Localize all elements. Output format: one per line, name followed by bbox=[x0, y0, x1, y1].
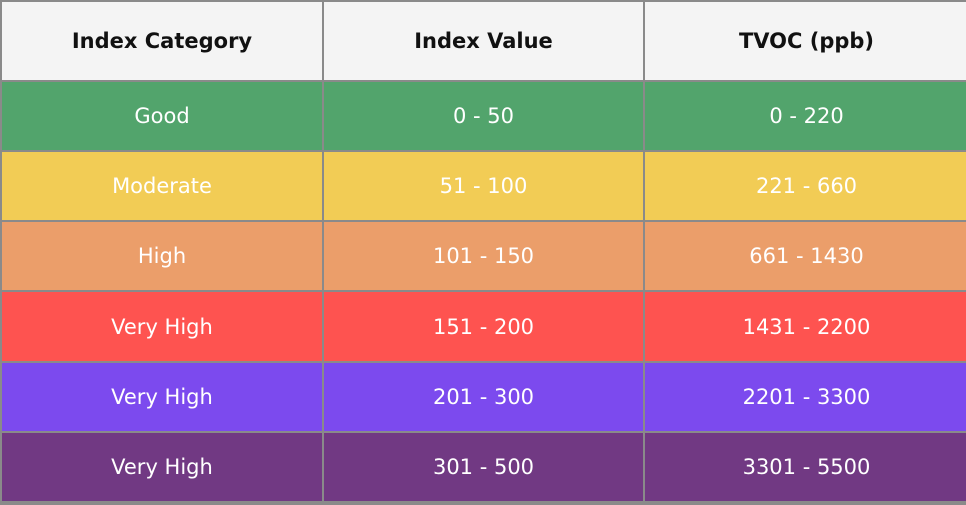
table-cell: 1431 - 2200 bbox=[645, 292, 966, 363]
table-cell: 201 - 300 bbox=[324, 362, 645, 433]
table-cell: 661 - 1430 bbox=[645, 222, 966, 293]
table-cell: 51 - 100 bbox=[324, 152, 645, 223]
table-cell: 151 - 200 bbox=[324, 292, 645, 363]
table-cell: High bbox=[2, 222, 324, 293]
table-cell: 2201 - 3300 bbox=[645, 362, 966, 433]
header-cell: Index Category bbox=[2, 2, 324, 82]
table-cell: Very High bbox=[2, 432, 324, 503]
table-cell: 101 - 150 bbox=[324, 222, 645, 293]
table-cell: 301 - 500 bbox=[324, 432, 645, 503]
table-cell: 0 - 50 bbox=[324, 82, 645, 153]
table-cell: Moderate bbox=[2, 152, 324, 223]
table-cell: Very High bbox=[2, 292, 324, 363]
header-cell: TVOC (ppb) bbox=[645, 2, 966, 82]
table-cell: 0 - 220 bbox=[645, 82, 966, 153]
table-cell: Good bbox=[2, 82, 324, 153]
table-cell: 221 - 660 bbox=[645, 152, 966, 223]
header-cell: Index Value bbox=[324, 2, 645, 82]
table-cell: 3301 - 5500 bbox=[645, 432, 966, 503]
table-cell: Very High bbox=[2, 362, 324, 433]
